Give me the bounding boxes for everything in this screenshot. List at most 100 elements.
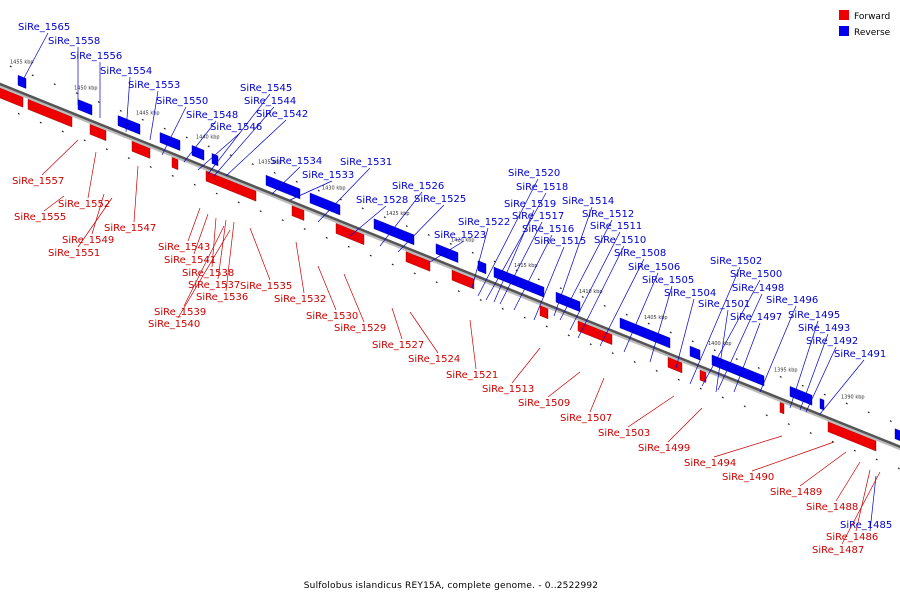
forward-gene-label-group[interactable]: SiRe_1503	[598, 395, 675, 439]
reverse-gene-label-group[interactable]: SiRe_1546	[197, 122, 262, 171]
forward-gene-label-group[interactable]: SiRe_1509	[518, 371, 581, 409]
reverse-gene-label[interactable]: SiRe_1495	[788, 310, 840, 321]
forward-gene-label-group[interactable]: SiRe_1521	[446, 319, 498, 381]
reverse-gene-block[interactable]	[77, 99, 93, 116]
reverse-gene-label-group[interactable]: SiRe_1545	[207, 83, 292, 175]
forward-gene-label-group[interactable]: SiRe_1532	[274, 241, 326, 305]
reverse-gene-label[interactable]: SiRe_1505	[642, 275, 694, 286]
reverse-gene-label-group[interactable]: SiRe_1544	[213, 96, 296, 177]
forward-gene-label[interactable]: SiRe_1524	[408, 354, 460, 365]
forward-gene-label[interactable]: SiRe_1541	[164, 255, 216, 266]
forward-gene-block[interactable]	[827, 421, 877, 452]
reverse-gene-label[interactable]: SiRe_1508	[614, 248, 666, 259]
reverse-gene-label-group[interactable]: SiRe_1558	[48, 36, 100, 105]
forward-gene-label[interactable]: SiRe_1486	[826, 532, 878, 543]
reverse-gene-label[interactable]: SiRe_1485	[840, 520, 892, 531]
forward-gene-label-group[interactable]: SiRe_1541	[164, 213, 216, 266]
reverse-gene-label-group[interactable]: SiRe_1497	[730, 312, 782, 393]
reverse-gene-label-group[interactable]: SiRe_1550	[156, 96, 208, 156]
forward-gene-label-group[interactable]: SiRe_1530	[306, 265, 358, 322]
forward-gene-label[interactable]: SiRe_1521	[446, 370, 498, 381]
reverse-gene-label[interactable]: SiRe_1497	[730, 312, 782, 323]
forward-gene-label[interactable]: SiRe_1552	[58, 199, 110, 210]
forward-gene-label-group[interactable]: SiRe_1513	[482, 347, 541, 395]
forward-gene-label-group[interactable]: SiRe_1524	[408, 311, 460, 365]
reverse-gene-label[interactable]: SiRe_1510	[594, 235, 646, 246]
reverse-gene-block[interactable]	[191, 145, 205, 161]
forward-gene-label[interactable]: SiRe_1513	[482, 384, 534, 395]
reverse-gene-label-group[interactable]: SiRe_1492	[805, 336, 858, 413]
reverse-gene-label[interactable]: SiRe_1528	[356, 195, 408, 206]
reverse-gene-label[interactable]: SiRe_1523	[434, 230, 486, 241]
forward-gene-label[interactable]: SiRe_1540	[148, 319, 200, 330]
reverse-gene-label[interactable]: SiRe_1545	[240, 83, 292, 94]
reverse-gene-label[interactable]: SiRe_1526	[392, 181, 444, 192]
reverse-gene-block[interactable]	[159, 132, 181, 151]
reverse-gene-label-group[interactable]: SiRe_1542	[225, 109, 308, 177]
forward-gene-label[interactable]: SiRe_1529	[334, 323, 386, 334]
forward-gene-label[interactable]: SiRe_1527	[372, 340, 424, 351]
reverse-gene-label-group[interactable]: SiRe_1514	[553, 196, 614, 317]
reverse-gene-label-group[interactable]: SiRe_1517	[499, 211, 564, 305]
reverse-gene-label[interactable]: SiRe_1525	[414, 194, 466, 205]
forward-gene-block[interactable]	[335, 223, 365, 246]
reverse-gene-block[interactable]	[117, 115, 141, 135]
reverse-gene-label[interactable]: SiRe_1546	[210, 122, 262, 133]
reverse-gene-label[interactable]: SiRe_1515	[534, 236, 586, 247]
reverse-gene-label[interactable]: SiRe_1518	[516, 182, 568, 193]
reverse-gene-label[interactable]: SiRe_1542	[256, 109, 308, 120]
forward-gene-label-group[interactable]: SiRe_1494	[684, 435, 783, 469]
forward-gene-label[interactable]: SiRe_1507	[560, 413, 612, 424]
forward-gene-label-group[interactable]: SiRe_1489	[770, 451, 847, 498]
reverse-gene-label-group[interactable]: SiRe_1525	[397, 194, 466, 253]
reverse-gene-label-group[interactable]: SiRe_1531	[317, 157, 392, 223]
forward-gene-block[interactable]	[779, 402, 785, 415]
reverse-gene-label[interactable]: SiRe_1548	[186, 110, 238, 121]
forward-gene-block[interactable]	[89, 123, 107, 142]
reverse-gene-label[interactable]: SiRe_1517	[512, 211, 564, 222]
forward-gene-label-group[interactable]: SiRe_1529	[334, 273, 386, 334]
reverse-gene-label[interactable]: SiRe_1544	[244, 96, 296, 107]
reverse-gene-label[interactable]: SiRe_1533	[302, 170, 354, 181]
reverse-gene-label-group[interactable]: SiRe_1500	[701, 269, 782, 387]
forward-gene-label[interactable]: SiRe_1539	[154, 307, 206, 318]
reverse-gene-label[interactable]: SiRe_1516	[522, 224, 574, 235]
reverse-gene-label[interactable]: SiRe_1520	[508, 168, 560, 179]
forward-gene-block[interactable]	[27, 99, 73, 128]
forward-gene-label-group[interactable]: SiRe_1551	[48, 197, 113, 259]
reverse-gene-label-group[interactable]: SiRe_1485	[840, 475, 892, 532]
forward-gene-label[interactable]: SiRe_1509	[518, 398, 570, 409]
forward-gene-label[interactable]: SiRe_1557	[12, 176, 64, 187]
reverse-gene-label[interactable]: SiRe_1558	[48, 36, 100, 47]
reverse-gene-label-group[interactable]: SiRe_1523	[429, 230, 486, 263]
reverse-gene-label-group[interactable]: SiRe_1522	[458, 217, 510, 289]
reverse-gene-label-group[interactable]: SiRe_1501	[698, 299, 750, 393]
forward-gene-label-group[interactable]: SiRe_1555	[14, 195, 66, 223]
forward-gene-label-group[interactable]: SiRe_1507	[560, 377, 612, 424]
forward-gene-label[interactable]: SiRe_1499	[638, 443, 690, 454]
reverse-gene-label[interactable]: SiRe_1550	[156, 96, 208, 107]
reverse-gene-label[interactable]: SiRe_1496	[766, 295, 818, 306]
reverse-gene-label-group[interactable]: SiRe_1515	[533, 236, 586, 321]
reverse-gene-label-group[interactable]: SiRe_1556	[70, 51, 122, 118]
reverse-gene-label-group[interactable]: SiRe_1491	[819, 349, 886, 415]
forward-gene-label[interactable]: SiRe_1494	[684, 458, 736, 469]
reverse-gene-label-group[interactable]: SiRe_1495	[788, 310, 840, 409]
reverse-gene-label[interactable]: SiRe_1498	[732, 283, 784, 294]
forward-gene-label-group[interactable]: SiRe_1535	[240, 227, 292, 292]
reverse-gene-block[interactable]	[373, 218, 415, 246]
reverse-gene-label-group[interactable]: SiRe_1496	[759, 295, 818, 393]
reverse-gene-label-group[interactable]: SiRe_1553	[128, 80, 180, 141]
forward-gene-label[interactable]: SiRe_1489	[770, 487, 822, 498]
reverse-gene-label[interactable]: SiRe_1519	[504, 199, 556, 210]
reverse-gene-label-group[interactable]: SiRe_1548	[183, 110, 238, 163]
forward-gene-block[interactable]	[131, 140, 151, 159]
forward-gene-block[interactable]	[451, 269, 475, 290]
forward-gene-label[interactable]: SiRe_1551	[48, 248, 100, 259]
forward-gene-label-group[interactable]: SiRe_1537	[188, 219, 240, 291]
forward-gene-label[interactable]: SiRe_1549	[62, 235, 114, 246]
reverse-gene-label-group[interactable]: SiRe_1565	[18, 22, 70, 79]
reverse-gene-label[interactable]: SiRe_1500	[730, 269, 782, 280]
forward-gene-label[interactable]: SiRe_1532	[274, 294, 326, 305]
reverse-gene-label-group[interactable]: SiRe_1508	[599, 248, 666, 347]
